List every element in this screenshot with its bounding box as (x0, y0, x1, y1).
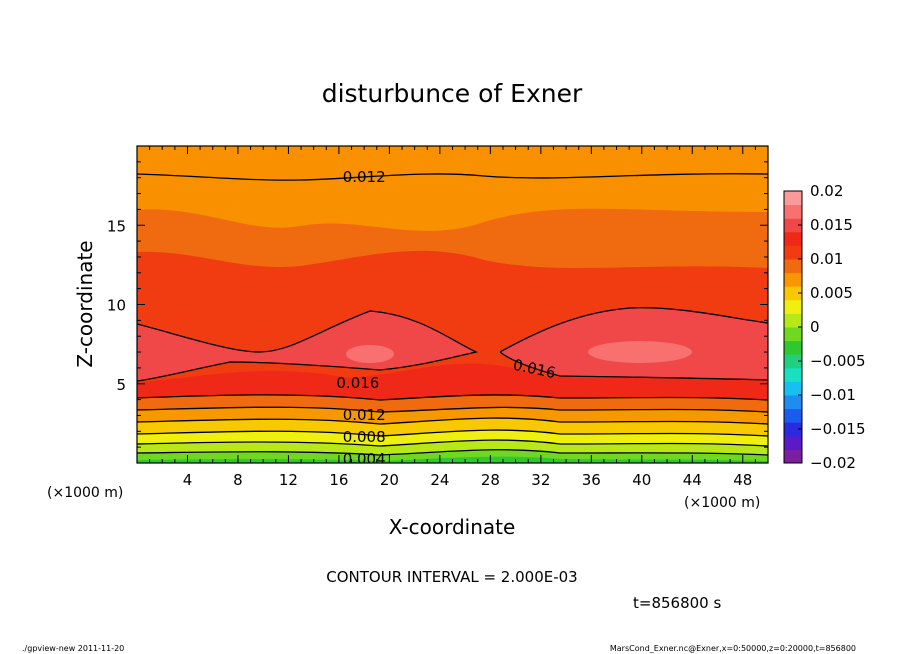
time-label: t=856800 s (633, 594, 721, 612)
chart-title: disturbunce of Exner (322, 79, 583, 108)
colorbar-segment (784, 340, 802, 355)
colorbar-tick-label: 0.02 (810, 182, 843, 200)
colorbar-tick-label: −0.01 (810, 386, 856, 404)
x-tick-label: 48 (733, 471, 752, 489)
colorbar-segment (784, 231, 802, 246)
colorbar-segment (784, 449, 802, 464)
x-tick-label: 28 (481, 471, 500, 489)
colorbar-segment (784, 259, 802, 274)
colorbar-segment (784, 435, 802, 450)
contour-label-text: 0.008 (343, 428, 386, 446)
colorbar-segment (784, 408, 802, 423)
x-tick-label: 8 (233, 471, 243, 489)
x-tick-label: 4 (183, 471, 193, 489)
contour-lines (137, 173, 768, 456)
colorbar-segment (784, 367, 802, 382)
y-tick-label: 10 (107, 297, 126, 315)
colorbar-segment (784, 218, 802, 233)
colorbar-segment (784, 381, 802, 396)
colorbar-segment (784, 299, 802, 314)
colorbar-segment (784, 422, 802, 437)
colorbar-tick-label: −0.015 (810, 420, 866, 438)
y-axis-label: Z-coordinate (73, 240, 97, 367)
contour-label: 0.012 (343, 406, 386, 424)
x-tick-label: 40 (632, 471, 651, 489)
colorbar-segment (784, 313, 802, 328)
colorbar-segment (784, 191, 802, 206)
x-unit-left: (×1000 m) (47, 485, 123, 501)
max-right (588, 341, 692, 363)
colorbar-segment (784, 327, 802, 342)
contour-label: 0.008 (343, 428, 386, 446)
contour-label-text: 0.012 (343, 406, 386, 424)
footer-right: MarsCond_Exner.nc@Exner,x=0:50000,z=0:20… (610, 644, 856, 653)
contour-label-text: 0.012 (343, 168, 386, 186)
contour-label: 0.004 (343, 450, 386, 468)
x-tick-label: 24 (430, 471, 449, 489)
contour-label-text: 0.016 (336, 374, 379, 392)
colorbar-segment (784, 245, 802, 260)
x-tick-label: 16 (329, 471, 348, 489)
x-tick-label: 20 (380, 471, 399, 489)
colorbar: 0.02 0.015 0.01 0.005 0 −0.005 −0.01 −0.015 −0.0… (783, 182, 866, 472)
colorbar-tick-label: 0.005 (810, 284, 853, 302)
colorbar-tick-label: 0.01 (810, 250, 843, 268)
contour-label: 0.012 (343, 168, 386, 186)
x-axis-label: X-coordinate (389, 515, 516, 539)
y-axis: 5 10 15 (107, 161, 768, 448)
y-tick-label: 15 (107, 217, 126, 235)
colorbar-tick-label: −0.005 (810, 352, 866, 370)
contour-label-text: 0.004 (343, 450, 386, 468)
colorbar-tick-label: −0.02 (810, 454, 856, 472)
colorbar-segment (784, 354, 802, 369)
x-unit-right: (×1000 m) (684, 495, 760, 511)
contour-interval: CONTOUR INTERVAL = 2.000E-03 (326, 568, 577, 586)
colorbar-tick-label: 0 (810, 318, 820, 336)
footer-left: ./gpview-new 2011-11-20 (22, 644, 124, 653)
x-tick-label: 36 (582, 471, 601, 489)
max-left (346, 345, 394, 363)
x-tick-label: 44 (683, 471, 702, 489)
colorbar-segment (784, 395, 802, 410)
contour-label: 0.016 (336, 374, 379, 392)
colorbar-segment (784, 286, 802, 301)
colorbar-tick-label: 0.015 (810, 216, 853, 234)
x-axis: 4 8 12 16 20 24 28 32 36 40 44 48 (149, 146, 756, 489)
colorbar-segment (784, 272, 802, 287)
x-tick-label: 12 (279, 471, 298, 489)
x-tick-label: 32 (531, 471, 550, 489)
y-tick-label: 5 (116, 376, 126, 394)
colorbar-segment (784, 204, 802, 219)
